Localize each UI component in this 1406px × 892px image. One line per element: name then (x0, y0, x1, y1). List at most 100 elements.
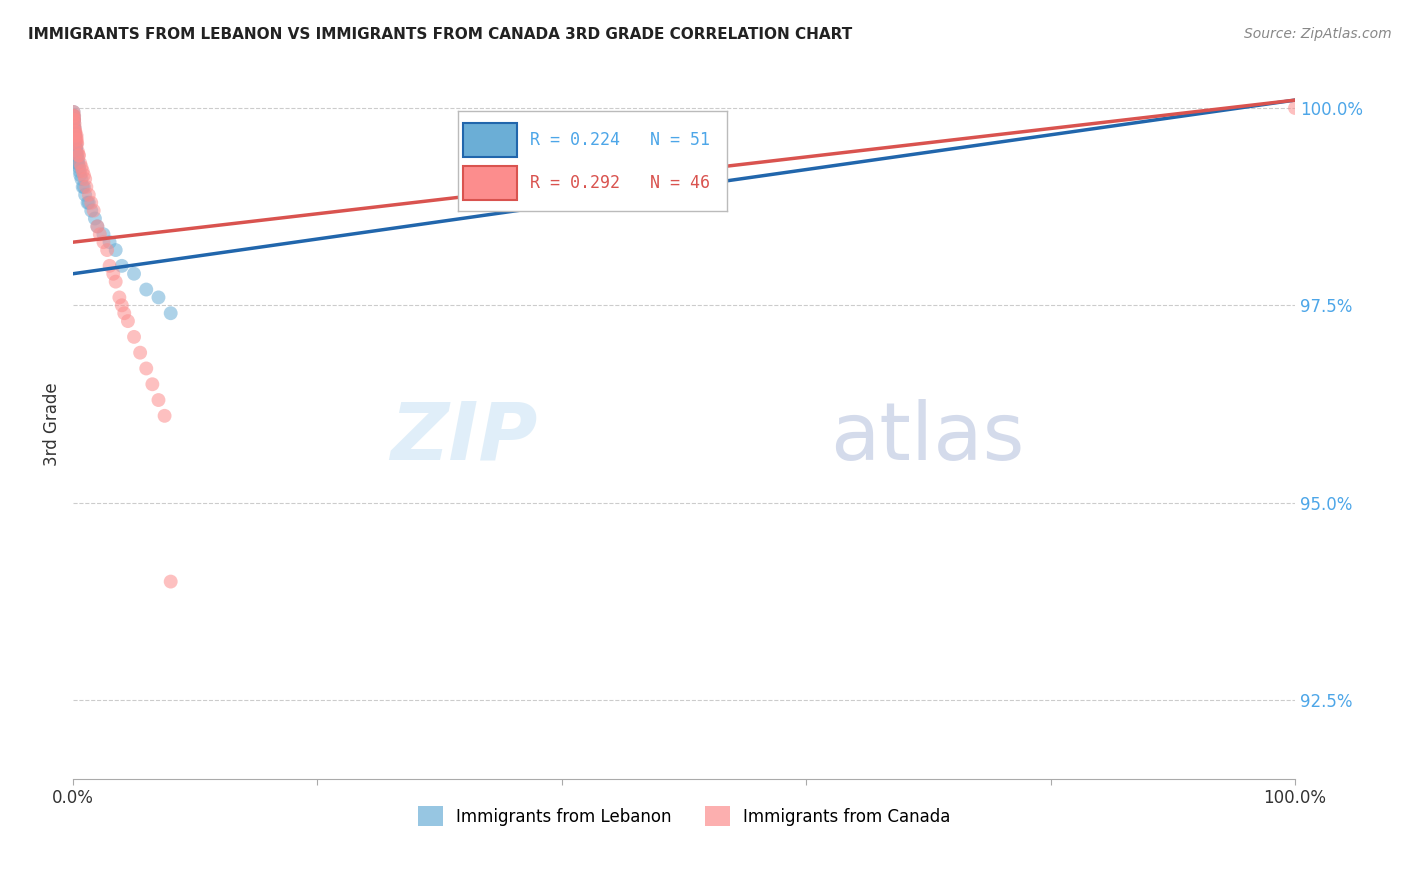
Point (63, 136, 86, 151)
Point (63, 128, 86, 143)
Y-axis label: 3rd Grade: 3rd Grade (44, 382, 60, 466)
Point (62, 109, 84, 123)
Point (62, 112, 84, 127)
Point (86, 219, 108, 234)
Point (63, 109, 86, 123)
Point (80, 203, 103, 218)
Point (63, 112, 86, 127)
Point (65, 128, 87, 143)
Point (65, 140, 87, 154)
Point (77, 187, 100, 202)
Point (69, 168, 91, 182)
Point (117, 314, 139, 328)
Point (122, 330, 145, 344)
Point (62, 109, 84, 123)
Point (148, 392, 170, 407)
Point (62, 109, 84, 123)
Point (66, 145, 89, 159)
Point (73, 168, 96, 182)
Point (65, 136, 87, 151)
Point (65, 136, 87, 151)
Point (93, 227, 115, 242)
Point (65, 128, 87, 143)
Point (65, 145, 87, 159)
Point (62, 104, 84, 119)
Text: Source: ZipAtlas.com: Source: ZipAtlas.com (1244, 27, 1392, 41)
Point (66, 148, 89, 162)
Point (153, 409, 176, 423)
Point (65, 132, 87, 146)
Point (80, 195, 103, 210)
Point (93, 235, 115, 249)
Text: IMMIGRANTS FROM LEBANON VS IMMIGRANTS FROM CANADA 3RD GRADE CORRELATION CHART: IMMIGRANTS FROM LEBANON VS IMMIGRANTS FR… (28, 27, 852, 42)
Point (76, 195, 98, 210)
Point (63, 120, 86, 135)
Point (89, 227, 111, 242)
Point (86, 219, 108, 234)
Point (62, 112, 84, 127)
Point (103, 267, 125, 281)
Point (72, 164, 94, 178)
Point (63, 120, 86, 135)
Point (65, 140, 87, 154)
Point (111, 298, 134, 312)
Point (129, 345, 152, 359)
Point (63, 128, 86, 143)
Point (65, 128, 87, 143)
Point (112, 306, 135, 320)
Point (98, 235, 121, 249)
Point (73, 180, 96, 194)
Text: atlas: atlas (831, 399, 1025, 477)
Point (63, 125, 86, 139)
Point (69, 164, 91, 178)
Point (66, 153, 89, 167)
Point (159, 574, 181, 589)
Point (98, 259, 121, 273)
Point (67, 148, 90, 162)
Point (141, 377, 163, 392)
Point (67, 160, 90, 174)
Point (66, 156, 89, 170)
Point (159, 306, 181, 320)
Point (111, 259, 134, 273)
Point (62, 109, 84, 123)
Point (67, 148, 90, 162)
Point (83, 203, 105, 218)
Point (148, 290, 170, 304)
Point (66, 132, 89, 146)
Point (108, 290, 131, 304)
Point (122, 267, 145, 281)
Point (104, 275, 127, 289)
Point (84, 211, 107, 226)
Point (96, 243, 118, 257)
Point (65, 148, 87, 162)
Point (66, 156, 89, 170)
Point (75, 172, 97, 186)
Point (62, 112, 84, 127)
Point (63, 117, 86, 131)
Point (75, 180, 97, 194)
Point (63, 132, 86, 146)
Point (70, 172, 93, 186)
Point (67, 156, 90, 170)
Point (63, 120, 86, 135)
Legend: Immigrants from Lebanon, Immigrants from Canada: Immigrants from Lebanon, Immigrants from… (409, 797, 959, 835)
Point (69, 156, 91, 170)
Point (63, 125, 86, 139)
Point (65, 125, 87, 139)
Point (65, 132, 87, 146)
Point (135, 361, 157, 376)
Point (75, 187, 97, 202)
Point (63, 112, 86, 127)
Point (135, 283, 157, 297)
Point (70, 160, 93, 174)
Point (62, 104, 84, 119)
Point (63, 132, 86, 146)
Point (65, 145, 87, 159)
Point (104, 243, 127, 257)
Point (63, 125, 86, 139)
Point (63, 117, 86, 131)
Text: ZIP: ZIP (389, 399, 537, 477)
Point (77, 195, 100, 210)
Point (66, 136, 89, 151)
